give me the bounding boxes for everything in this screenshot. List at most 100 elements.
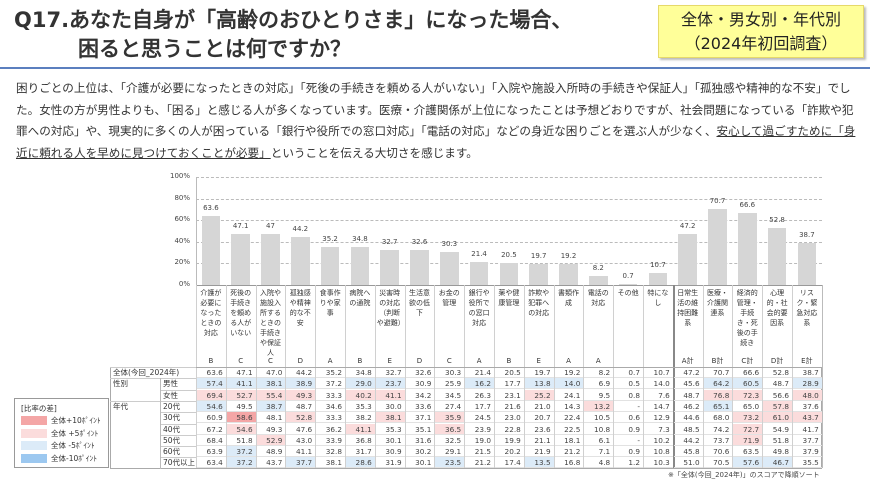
y-tick-label: 20% [174,258,190,267]
category-code: C [446,357,452,365]
table-cell: 21.2 [554,446,584,458]
table-cell: 0.5 [614,378,643,390]
data-label: 19.7 [530,251,547,260]
table-cell: 32.6 [405,367,435,378]
table-cell: 69.4 [197,389,226,401]
table-cell: 29.1 [435,446,465,458]
table-cell: 16.8 [554,457,584,469]
row-label: 70代以上 [163,458,196,468]
footnote: ※「全体(今回_2024年)」のスコアで降順ソート [668,471,820,479]
table-cell: 10.8 [584,424,614,435]
data-label: 70.7 [709,196,726,205]
table-divider [160,378,161,469]
category-code: B [506,357,512,365]
table-cell: 35.1 [405,424,435,435]
row-line [110,378,196,380]
category-code: D [297,357,303,365]
category-label: お金の管理 [438,289,460,307]
table-cell: 60.9 [197,412,226,424]
table-cell: 30.1 [405,457,435,469]
table-cell: 37.2 [226,446,256,458]
table-cell: 13.2 [584,400,614,412]
table-cell: 14.7 [644,401,673,412]
table-cell: 46.7 [763,457,792,469]
table-cell: 47.1 [226,367,256,378]
table-cell: 20.5 [495,367,524,378]
table-cell: 68.0 [703,412,733,424]
table-cell: 61.0 [763,412,792,424]
y-tick-label: 80% [174,193,190,202]
table-cell: 32.8 [316,446,345,458]
table-cell: 45.8 [673,446,703,458]
table-cell: 72.3 [733,389,763,401]
table-cell: 23.9 [465,424,494,435]
table-cell: 43.0 [286,435,316,446]
y-tick-label: 100% [169,172,190,180]
row-line [160,412,196,414]
bar [797,243,817,285]
category-code: C計 [741,357,754,365]
table-cell: 70.7 [703,367,733,378]
table-cell: 26.3 [465,390,494,401]
table-cell: 33.6 [405,401,435,412]
table-cell: 43.7 [256,457,286,469]
data-label: 20.5 [501,250,517,259]
summary-paragraph: 困りごとの上位は、「介護が必要になったときの対応」「死後の手続きを頼める人がいな… [16,78,861,164]
table-cell: 30.0 [375,401,405,412]
table-cell: 41.1 [346,423,375,435]
table-cell: 29.0 [346,378,375,390]
row-line [160,457,196,459]
bar [469,261,489,285]
row-group-label: 性別 [113,379,128,389]
column-divider [762,285,764,468]
bar [678,234,698,285]
table-cell: 60.5 [733,378,763,390]
table-cell: 74.2 [703,424,733,435]
header-divider [0,67,870,69]
table-cell: 41.1 [226,378,256,390]
summary-emphasis: 安心して過ごすために「身近に頼れる人を早めに見つけておくことが必要」 [16,124,856,160]
summary-text-end: ということを伝える大切さを感じます。 [270,145,478,160]
data-label: 10.7 [650,261,666,270]
table-cell: 49.5 [226,401,256,412]
data-label: 63.6 [203,204,219,213]
column-divider [702,285,704,468]
table-cell: 38.1 [316,457,345,469]
title-line-2: 困ると思うことは何ですか？ [78,37,351,61]
legend-item: 全体+10ﾎﾟｲﾝﾄ [21,416,106,425]
summary-text: 困りごとの上位は、「介護が必要になったときの対応」「死後の手続きを頼める人がいな… [16,81,854,138]
legend-item: 全体-10ﾎﾟｲﾝﾄ [21,453,106,463]
table-cell: 71.9 [733,434,763,446]
table-cell: 0.9 [614,446,643,458]
table-cell: 17.7 [495,378,524,390]
table-cell: 25.9 [435,378,465,390]
table-cell: 4.8 [584,457,614,469]
column-divider [196,285,197,468]
table-cell: 28.6 [346,457,375,469]
data-label: 34.8 [352,235,368,244]
table-cell: 21.5 [465,446,494,458]
category-label: リスク・緊急対応系 [796,289,818,327]
column-divider [732,285,734,468]
table-cell: - [614,401,643,412]
column-divider [464,285,466,468]
data-label: 35.2 [322,234,338,243]
table-cell: 49.3 [256,424,286,435]
category-label: 特になし [647,289,669,307]
table-cell: 44.2 [286,367,316,378]
bar [559,264,578,285]
table-cell: 48.0 [793,389,822,401]
row-label: 40代 [163,424,181,434]
bar [231,234,251,285]
gridline [196,198,822,200]
table-cell: 70.5 [703,457,733,469]
table-cell: 63.4 [197,457,226,469]
bar [618,284,638,285]
table-cell: 72.7 [733,423,763,435]
table-cell: 65.0 [733,401,763,412]
gridline [196,177,822,178]
row-label: 全体(今回_2024年) [113,368,180,377]
table-cell: 56.6 [763,390,792,401]
table-cell: 35.2 [316,367,345,378]
table-cell: 17.4 [495,457,524,469]
